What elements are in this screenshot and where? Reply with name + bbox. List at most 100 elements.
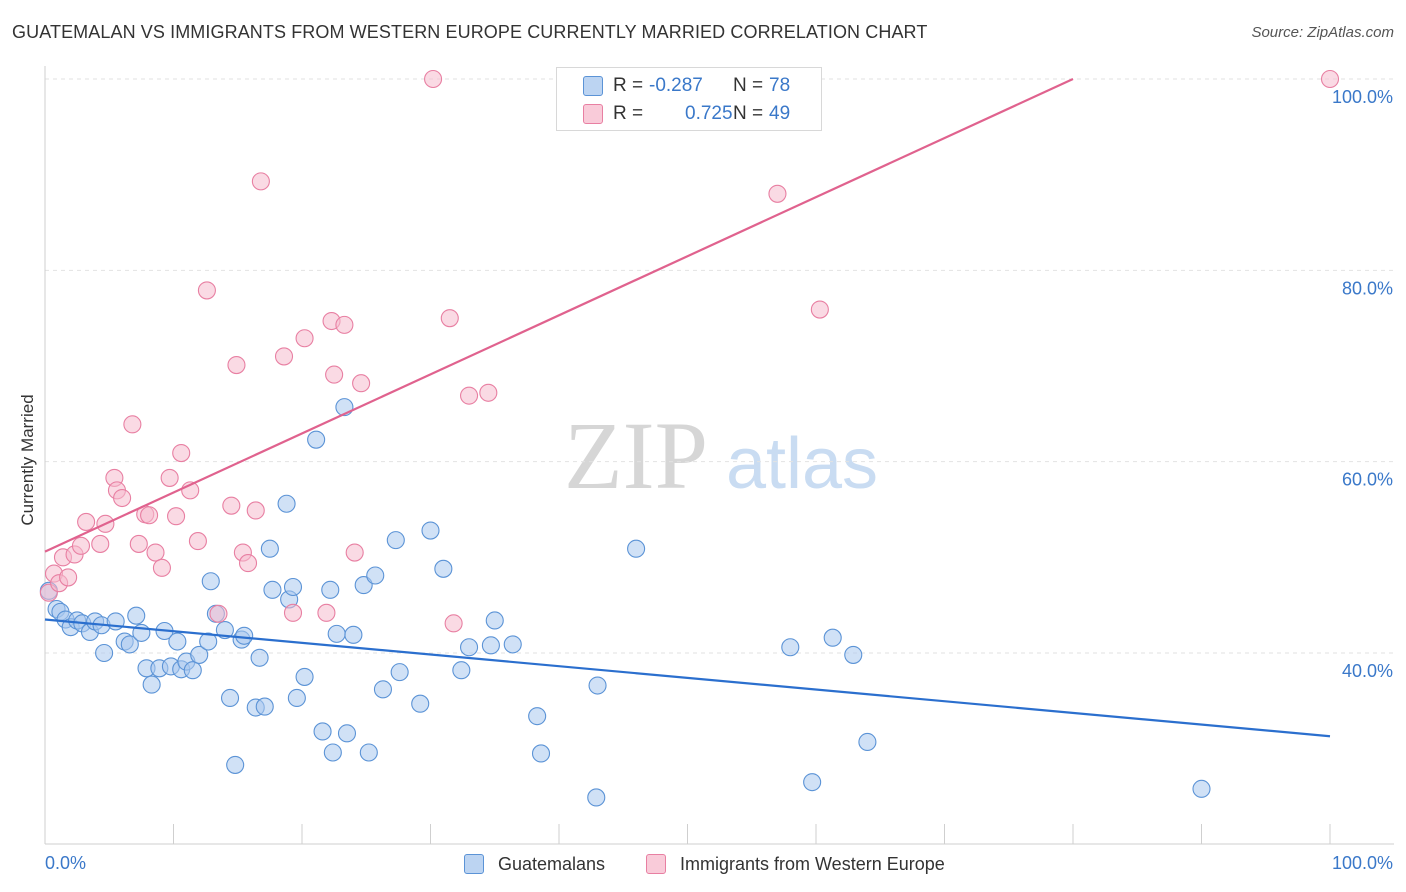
data-point-guatemalans (201, 572, 220, 591)
correlation-legend: R = -0.287 N = 78 R = 0.725 N = 49 (556, 67, 822, 131)
data-point-western-europe (274, 347, 294, 366)
data-point-guatemalans (190, 645, 209, 664)
data-point-guatemalans (528, 707, 547, 726)
data-point-western-europe (352, 374, 371, 393)
data-point-western-europe (91, 534, 110, 553)
data-point-western-europe (146, 543, 165, 562)
data-point-guatemalans (323, 743, 342, 762)
watermark-atlas: atlas (726, 424, 878, 504)
series-guatemalans-points (39, 398, 1211, 807)
legend-r-label: R = (613, 103, 644, 124)
data-point-western-europe (172, 444, 191, 463)
y-axis-label: Currently Married (18, 394, 37, 526)
data-point-western-europe (459, 386, 479, 405)
data-point-guatemalans (337, 724, 357, 743)
data-point-western-europe (209, 604, 228, 623)
data-point-western-europe (424, 69, 443, 89)
data-point-guatemalans (858, 732, 877, 752)
data-point-guatemalans (366, 566, 385, 585)
data-point-guatemalans (250, 648, 269, 667)
bottom-legend-swatch-blue (464, 854, 484, 874)
data-point-western-europe (317, 603, 336, 622)
data-point-guatemalans (95, 643, 114, 663)
data-point-guatemalans (263, 580, 282, 599)
bottom-legend-label: Guatemalans (498, 854, 606, 874)
data-point-guatemalans (168, 632, 187, 651)
data-point-guatemalans (226, 755, 245, 774)
data-point-guatemalans (503, 635, 522, 654)
data-point-western-europe (167, 507, 186, 526)
data-point-guatemalans (260, 539, 279, 558)
legend-r-value: 0.725 (685, 103, 733, 124)
data-point-western-europe (71, 536, 91, 555)
legend-n-label: N = (733, 75, 764, 96)
legend-n-value: 49 (769, 103, 791, 124)
data-point-guatemalans (390, 663, 409, 682)
data-point-guatemalans (587, 788, 606, 807)
data-point-western-europe (188, 532, 207, 551)
data-point-western-europe (246, 501, 265, 520)
data-point-guatemalans (803, 773, 822, 792)
bottom-legend-swatch-pink (646, 854, 666, 874)
data-point-western-europe (440, 309, 459, 328)
data-point-guatemalans (844, 645, 863, 664)
data-point-western-europe (479, 383, 498, 402)
data-point-guatemalans (307, 430, 326, 449)
data-point-guatemalans (199, 632, 218, 651)
data-point-guatemalans (327, 624, 346, 643)
data-point-western-europe (335, 315, 354, 334)
trend-line-western-europe (44, 78, 1074, 553)
data-point-western-europe (227, 355, 246, 375)
x-tick-label: 0.0% (45, 853, 86, 873)
legend-n-value: 78 (769, 75, 791, 96)
x-tick-label: 100.0% (1332, 853, 1393, 873)
data-point-guatemalans (359, 743, 378, 762)
data-point-guatemalans (283, 577, 303, 597)
tick-labels: 40.0% 60.0% 80.0% 100.0% 0.0% 100.0% (45, 87, 1393, 873)
legend-r-value: -0.287 (649, 75, 703, 96)
data-point-western-europe (77, 512, 96, 531)
data-point-western-europe (768, 184, 787, 203)
data-point-guatemalans (287, 688, 306, 708)
legend-n-label: N = (733, 103, 764, 124)
data-point-guatemalans (120, 635, 139, 654)
data-point-guatemalans (220, 688, 240, 708)
data-point-guatemalans (321, 580, 340, 599)
data-point-western-europe (152, 558, 171, 577)
series-western-europe-points (39, 69, 1340, 633)
data-point-guatemalans (215, 620, 234, 640)
data-point-guatemalans (142, 675, 161, 694)
data-point-western-europe (238, 554, 258, 573)
data-point-western-europe (1320, 69, 1340, 89)
data-point-guatemalans (588, 676, 607, 695)
data-point-western-europe (123, 415, 142, 434)
data-point-guatemalans (183, 661, 202, 680)
y-tick-label: 40.0% (1342, 661, 1393, 681)
data-point-guatemalans (481, 636, 500, 655)
data-point-guatemalans (1192, 779, 1211, 798)
data-point-western-europe (113, 488, 132, 508)
data-point-guatemalans (781, 638, 800, 657)
data-point-western-europe (129, 534, 148, 553)
axes (44, 66, 1394, 845)
data-point-guatemalans (411, 694, 430, 713)
data-point-guatemalans (531, 744, 551, 763)
trend-lines (44, 78, 1331, 738)
bottom-legend-label: Immigrants from Western Europe (680, 854, 945, 874)
data-point-guatemalans (277, 494, 296, 513)
y-tick-label: 100.0% (1332, 87, 1393, 107)
chart-title: GUATEMALAN VS IMMIGRANTS FROM WESTERN EU… (12, 22, 928, 42)
watermark: ZIP atlas (564, 402, 878, 509)
data-point-guatemalans (127, 606, 146, 625)
data-point-western-europe (222, 496, 241, 515)
data-point-guatemalans (295, 667, 314, 686)
data-point-guatemalans (235, 626, 254, 645)
data-point-western-europe (810, 300, 829, 319)
legend-r-label: R = (613, 75, 644, 96)
data-point-guatemalans (386, 531, 405, 550)
data-point-guatemalans (344, 625, 363, 644)
data-point-western-europe (140, 506, 159, 525)
data-point-guatemalans (452, 661, 471, 680)
data-point-western-europe (283, 603, 303, 622)
